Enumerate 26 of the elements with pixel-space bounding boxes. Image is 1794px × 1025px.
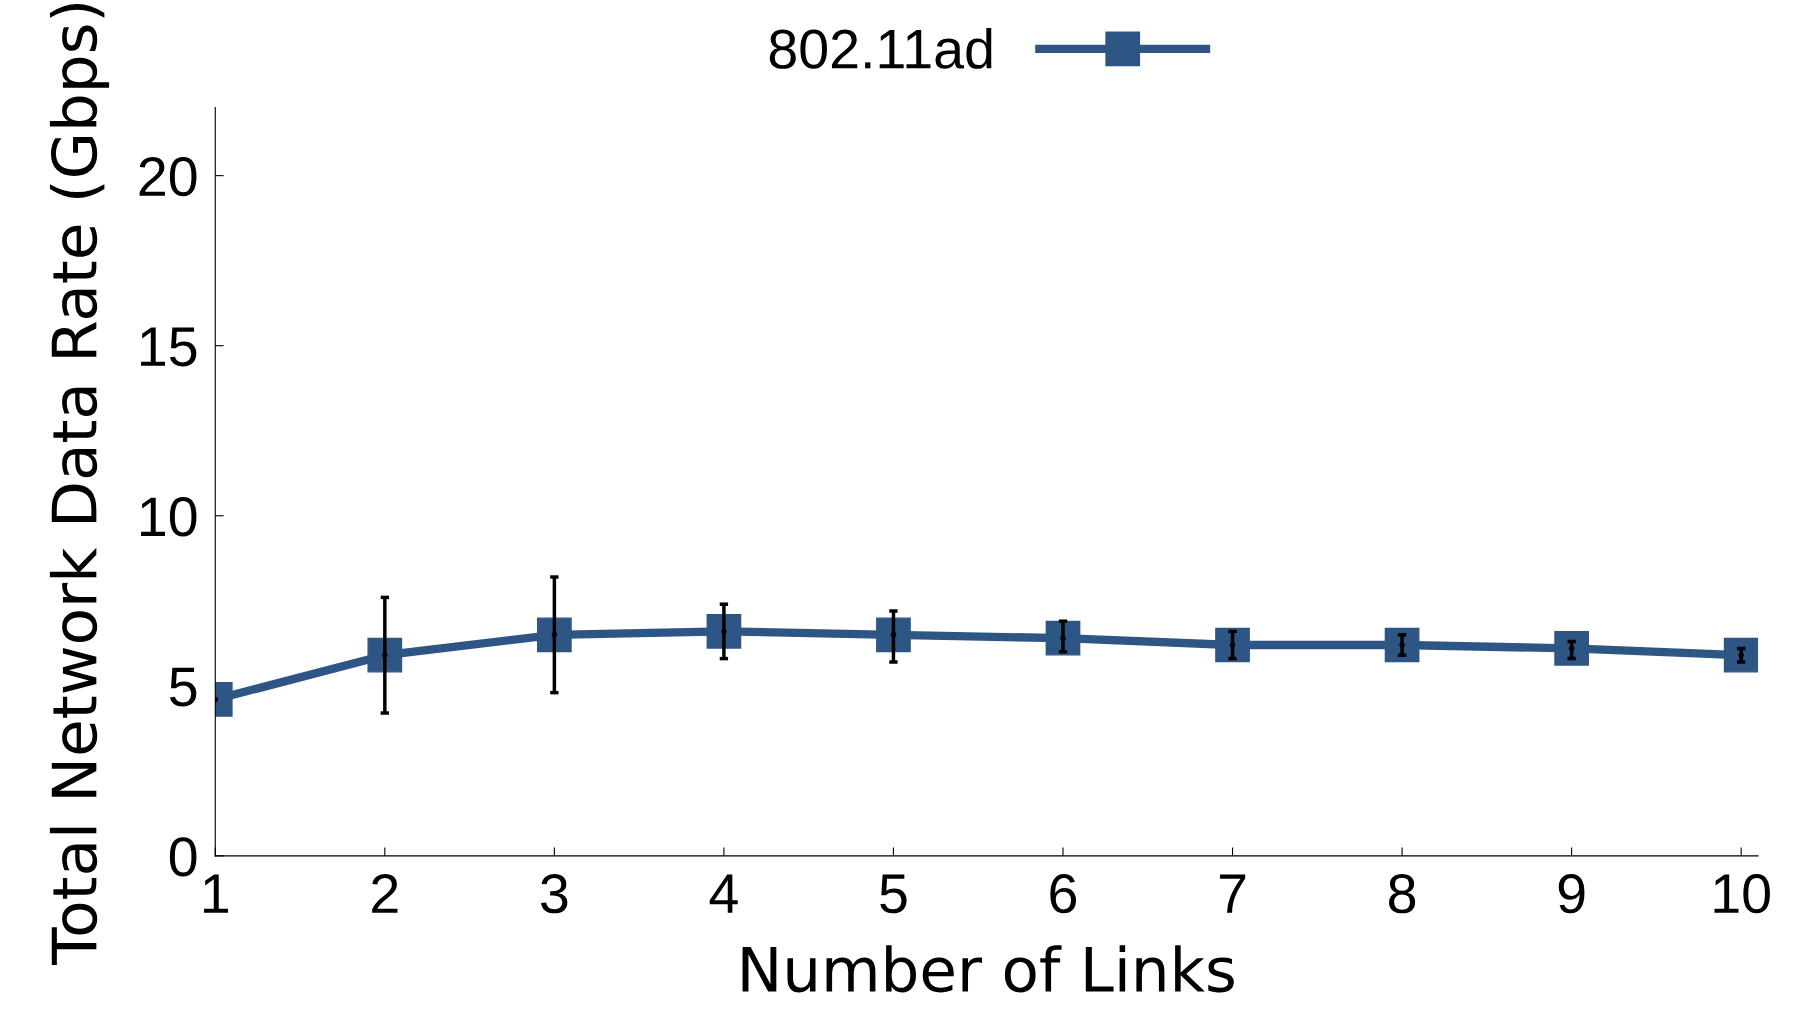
y-axis-title: Total Network Data Rate (Gbps)	[49, 3, 110, 965]
point	[706, 614, 742, 649]
point	[1384, 627, 1420, 663]
point	[1215, 627, 1250, 663]
x-tick-label: 5	[880, 874, 907, 914]
y-tick-label: 15	[141, 327, 197, 367]
point	[367, 637, 403, 673]
x-tick-label: 7	[1219, 874, 1246, 913]
x-tick-label: 4	[709, 874, 738, 913]
x-tick-label: 8	[1389, 874, 1416, 914]
x-tick-label: 9	[1558, 874, 1585, 914]
y-tick-label: 20	[139, 156, 197, 197]
point	[537, 617, 572, 653]
x-tick-label: 6	[1050, 874, 1076, 914]
x-tick-label: 1	[204, 874, 229, 913]
y-tick-label: 5	[169, 667, 197, 707]
point	[1554, 631, 1589, 666]
x-tick-label: 2	[372, 874, 398, 913]
point	[1723, 637, 1759, 673]
x-axis-title: Number of Links	[742, 945, 1234, 993]
x-tick-label: 10	[1714, 874, 1770, 914]
y-tick-label: 0	[169, 837, 197, 877]
legend-label: 802.11ad	[769, 28, 992, 69]
y-tick-label: 10	[141, 497, 197, 537]
x-tick-label: 3	[541, 874, 568, 914]
point	[876, 617, 911, 653]
